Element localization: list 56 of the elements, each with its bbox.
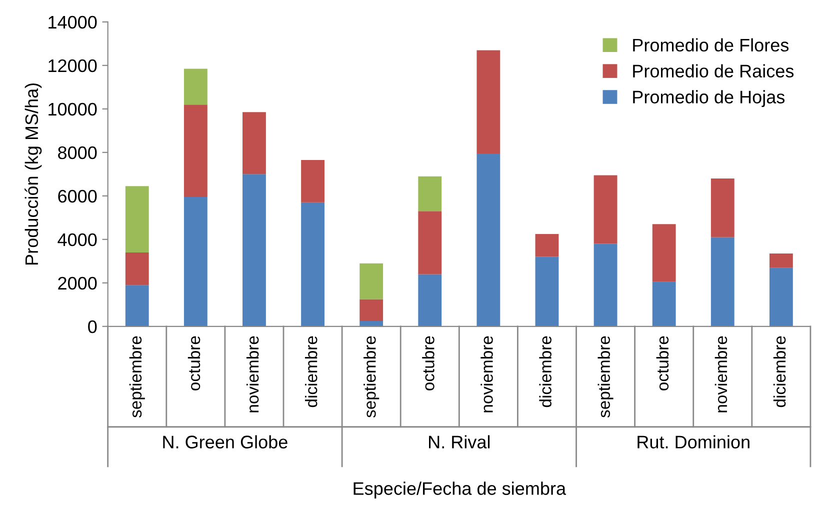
bar [594, 244, 618, 326]
x-tick-label: septiembre [129, 336, 145, 418]
x-tick-label: noviembre [480, 336, 493, 412]
bar [125, 285, 149, 326]
bar [418, 274, 442, 326]
bar [360, 263, 384, 300]
bar [301, 202, 324, 326]
y-tick-label: 4000 [58, 233, 97, 246]
bar [418, 211, 442, 274]
bar [594, 175, 618, 244]
y-tick-label: 6000 [58, 190, 97, 203]
text: Rut. Dominion [638, 435, 750, 448]
bar [301, 160, 324, 202]
bar [652, 282, 676, 326]
bar [418, 176, 442, 212]
bar [242, 174, 266, 326]
y-tick-label: 10000 [48, 102, 97, 116]
x-tick-label: septiembre [364, 336, 380, 418]
y-tick-label: 8000 [58, 146, 97, 160]
legend-label: Promedio de Hojas [633, 90, 785, 108]
y-tick-label: 12000 [48, 59, 97, 72]
bar [710, 178, 734, 238]
x-tick-label: octubre [188, 336, 200, 390]
text: N. Green Globe [163, 435, 288, 448]
bar [125, 252, 149, 286]
x-tick-label: diciembre [305, 336, 318, 408]
bar [125, 186, 149, 252]
y-tick-label: 2000 [58, 276, 97, 290]
legend-label: Promedio de Flores [633, 38, 789, 52]
text: N. Rival [429, 435, 490, 448]
bar [769, 254, 793, 268]
y-tick-label: 14000 [48, 16, 97, 29]
bar [184, 68, 208, 105]
bar [476, 154, 500, 326]
bar [184, 104, 208, 197]
x-tick-label: octubre [422, 336, 434, 390]
bar [360, 299, 384, 321]
x-tick-label: octubre [656, 336, 669, 390]
bar [535, 256, 559, 326]
x-tick-label: noviembre [714, 336, 728, 412]
x-tick-label: diciembre [773, 336, 786, 408]
bar [242, 112, 266, 174]
x-tick-label: diciembre [539, 336, 552, 408]
bar [476, 50, 500, 154]
bar [652, 224, 676, 282]
bar [535, 234, 559, 257]
x-tick-label: septiembre [598, 336, 614, 418]
legend-label: Promedio de Raices [633, 64, 794, 78]
bar [184, 197, 208, 326]
bar [360, 320, 384, 326]
y-axis-title: Producción (kg MS/ha) [24, 83, 42, 264]
x-axis-title: Especie/Fecha de siembra [354, 482, 566, 499]
y-tick-label: 0 [88, 320, 97, 334]
x-tick-label: noviembre [246, 336, 259, 412]
bar [769, 268, 793, 326]
bar [710, 237, 734, 326]
